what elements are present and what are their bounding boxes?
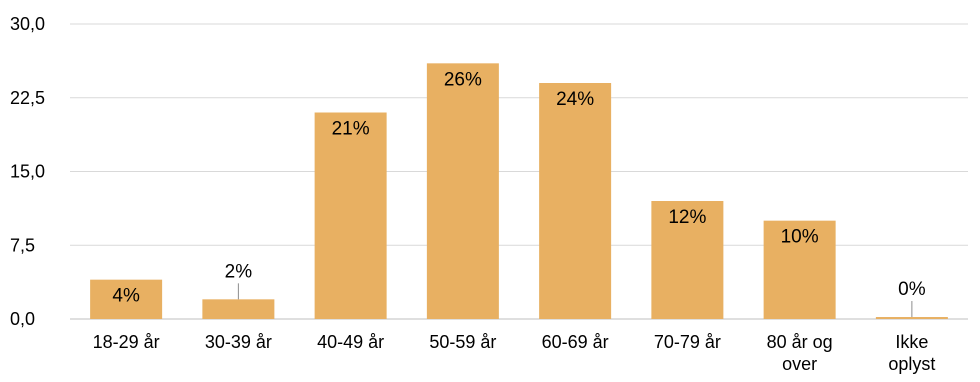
bar — [90, 279, 163, 319]
bar — [202, 299, 275, 319]
x-category-label-line: 60-69 år — [542, 332, 609, 352]
x-category-label-line: 70-79 år — [654, 332, 721, 352]
x-category-label-line: 30-39 år — [205, 332, 272, 352]
bar — [651, 201, 724, 319]
data-label: 21% — [332, 119, 370, 140]
bar — [314, 112, 387, 319]
x-category-label: 70-79 år — [654, 332, 721, 352]
y-tick-label: 7,5 — [10, 235, 35, 255]
bar — [426, 63, 499, 320]
x-category-label-line: Ikke — [895, 332, 928, 352]
x-category-label-line: 80 år og — [767, 332, 833, 352]
y-tick-label: 15,0 — [10, 162, 45, 182]
bar — [539, 83, 612, 319]
data-label: 24% — [556, 89, 594, 110]
x-category-label: 40-49 år — [317, 332, 384, 352]
data-label: 12% — [668, 207, 706, 228]
x-category-label: Ikke oplyst — [888, 332, 935, 374]
x-category-label-line: 40-49 år — [317, 332, 384, 352]
y-tick-label: 0,0 — [10, 309, 35, 329]
x-category-label-line: over — [782, 354, 817, 374]
x-category-label: 18-29 år — [93, 332, 160, 352]
x-category-label: 30-39 år — [205, 332, 272, 352]
y-tick-label: 30,0 — [10, 14, 45, 34]
data-label: 4% — [112, 286, 140, 307]
data-label: 26% — [444, 69, 482, 90]
x-category-label-line: oplyst — [888, 354, 935, 374]
bar — [763, 220, 836, 319]
x-category-label-line: 50-59 år — [429, 332, 496, 352]
x-category-label: 80 år og over — [767, 332, 833, 374]
data-label: 10% — [781, 227, 819, 248]
data-label: 0% — [898, 279, 926, 300]
x-category-label: 50-59 år — [429, 332, 496, 352]
y-tick-label: 22,5 — [10, 88, 45, 108]
data-label: 2% — [225, 261, 253, 282]
bar — [875, 317, 948, 319]
x-category-label-line: 18-29 år — [93, 332, 160, 352]
x-category-label: 60-69 år — [542, 332, 609, 352]
